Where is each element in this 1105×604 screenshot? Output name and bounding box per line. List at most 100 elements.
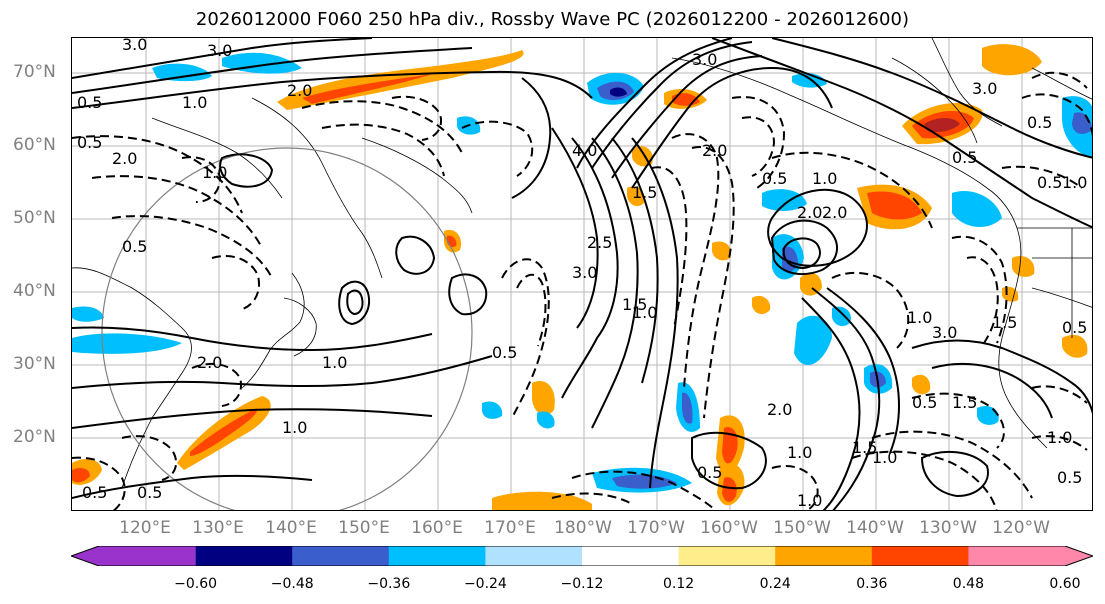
div-negative-patch — [794, 315, 832, 365]
contour-label: 1.0 — [632, 303, 657, 322]
lon-label-130w: 130°W — [919, 518, 977, 538]
div-negative-patch — [152, 63, 212, 82]
contour-label: 1.5 — [992, 313, 1017, 332]
lon-label-160e: 160°E — [411, 518, 463, 538]
colorbar-tick-label: −0.60 — [174, 576, 218, 592]
div-positive-patch — [982, 44, 1042, 76]
contour-label: 2.5 — [587, 233, 612, 252]
lon-label-120e: 120°E — [119, 518, 171, 538]
contour-label: 1.0 — [282, 418, 307, 437]
contour-label: 0.5 — [1062, 318, 1087, 337]
contour-labels: 3.0 3.0 3.0 0.5 1.0 2.0 1.0 0.5 2.0 4.0 … — [77, 38, 1087, 510]
divergence-shading — [72, 44, 1092, 510]
colorbar-bin — [195, 546, 293, 566]
div-negative-patch — [682, 392, 693, 424]
contour-label: 1.5 — [952, 393, 977, 412]
div-positive-patch — [627, 186, 645, 207]
div-positive-patch — [712, 241, 731, 261]
lat-label-40n: 40°N — [13, 281, 56, 301]
div-positive-patch — [532, 381, 555, 415]
colorbar-bin — [388, 546, 486, 566]
contour-label: 1.0 — [1062, 173, 1087, 192]
contour-label: 3.0 — [692, 50, 717, 69]
colorbar-bin — [71, 546, 196, 566]
contour-label: 0.5 — [122, 237, 147, 256]
div-positive-patch — [722, 477, 737, 502]
lon-label-130e: 130°E — [192, 518, 244, 538]
contour-label: 1.5 — [852, 438, 877, 457]
colorbar-bin — [292, 546, 390, 566]
colorbar-tick-label: −0.12 — [560, 576, 604, 592]
contour-label: 0.5 — [1037, 173, 1062, 192]
contour-label: 0.5 — [762, 169, 787, 188]
colorbar-tick-label: 0.24 — [759, 576, 791, 592]
contour-label: 1.0 — [797, 491, 822, 510]
div-positive-patch — [1012, 255, 1035, 277]
contour-label: 1.0 — [202, 163, 227, 182]
lat-label-30n: 30°N — [13, 354, 56, 374]
solid-contours — [72, 38, 1092, 510]
contour-label: 0.5 — [697, 463, 722, 482]
colorbar-tick-label: 0.36 — [856, 576, 888, 592]
div-negative-patch — [952, 190, 1002, 228]
dashed-contours — [72, 71, 1092, 510]
contour-label: 1.0 — [812, 169, 837, 188]
contour-label: 0.5 — [137, 483, 162, 502]
contour-label: 1.5 — [632, 183, 657, 202]
lon-label-140w: 140°W — [846, 518, 904, 538]
div-negative-patch — [832, 306, 851, 327]
colorbar-tick-label: 0.60 — [1049, 576, 1081, 592]
contour-label: 4.0 — [572, 141, 597, 160]
div-positive-patch — [72, 468, 90, 483]
div-positive-patch — [752, 295, 771, 315]
colorbar-tick-label: 0.48 — [952, 576, 984, 592]
contour-label: 1.0 — [787, 443, 812, 462]
div-negative-patch — [72, 306, 104, 322]
colorbar-bin — [485, 546, 583, 566]
contour-label: 1.0 — [907, 308, 932, 327]
contour-label: 2.0 — [197, 353, 222, 372]
colorbar-tick-label: −0.48 — [270, 576, 314, 592]
contour-label: 0.5 — [492, 343, 517, 362]
contour-label: 0.5 — [82, 483, 107, 502]
div-positive-patch — [1062, 334, 1088, 358]
coastlines — [72, 38, 1092, 489]
contour-label: 1.5 — [622, 295, 647, 314]
div-positive-patch — [912, 374, 931, 395]
div-negative-patch — [222, 52, 302, 74]
colorbar-tick-label: 0.12 — [663, 576, 695, 592]
contour-label: 3.0 — [122, 38, 147, 54]
div-negative-patch — [762, 189, 807, 211]
lat-label-70n: 70°N — [13, 62, 56, 82]
contour-label: 1.0 — [1047, 428, 1072, 447]
reference-great-circle — [101, 147, 473, 510]
contour-label: 2.0 — [797, 203, 822, 222]
contour-label: 0.5 — [77, 93, 102, 112]
colorbar-bin — [968, 546, 1093, 566]
contour-label: 3.0 — [972, 79, 997, 98]
lat-label-50n: 50°N — [13, 208, 56, 228]
div-negative-patch — [977, 405, 999, 425]
lon-label-160w: 160°W — [700, 518, 758, 538]
contour-label: 3.0 — [932, 323, 957, 342]
div-negative-patch — [72, 333, 182, 354]
lon-label-140e: 140°E — [265, 518, 317, 538]
contour-label: 2.0 — [767, 400, 792, 419]
colorbar-tick-label: −0.24 — [463, 576, 507, 592]
map-title: 2026012000 F060 250 hPa div., Rossby Wav… — [195, 9, 910, 30]
contour-label: 0.5 — [1027, 113, 1052, 132]
contour-label: 0.5 — [952, 148, 977, 167]
contour-label: 2.0 — [822, 203, 847, 222]
lat-label-20n: 20°N — [13, 427, 56, 447]
contour-label: 0.5 — [77, 133, 102, 152]
div-negative-patch — [610, 87, 627, 97]
map-canvas: 3.0 3.0 3.0 0.5 1.0 2.0 1.0 0.5 2.0 4.0 … — [72, 38, 1092, 510]
colorbar-tick-label: −0.36 — [367, 576, 411, 592]
div-positive-patch — [302, 74, 432, 104]
lon-label-120w: 120°W — [992, 518, 1050, 538]
div-positive-patch — [492, 491, 592, 510]
lon-label-150w: 150°W — [773, 518, 831, 538]
colorbar-bin — [582, 546, 680, 566]
lon-label-170e: 170°E — [484, 518, 536, 538]
div-positive-patch — [722, 426, 738, 464]
